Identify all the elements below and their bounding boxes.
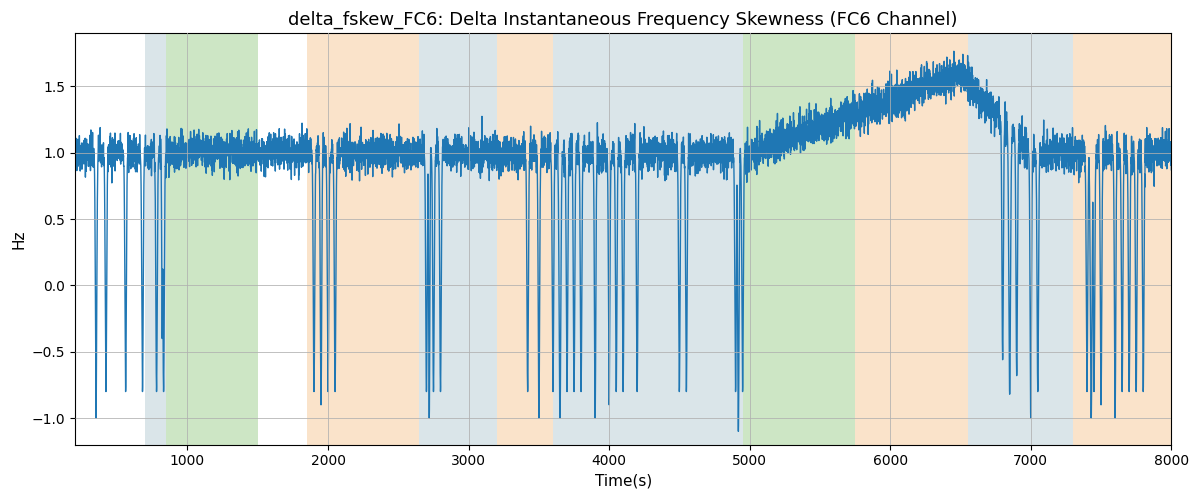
Bar (145, 34, 167, 445)
Y-axis label: Hz: Hz (11, 230, 26, 249)
X-axis label: Time(s): Time(s) (594, 474, 652, 489)
Bar (167, 34, 258, 445)
Bar (743, 34, 856, 445)
Bar (307, 34, 419, 445)
Bar (419, 34, 497, 445)
Title: delta_fskew_FC6: Delta Instantaneous Frequency Skewness (FC6 Channel): delta_fskew_FC6: Delta Instantaneous Fre… (288, 11, 958, 30)
Bar (967, 34, 1073, 445)
Bar (1073, 34, 1171, 445)
Bar (553, 34, 743, 445)
Bar (497, 34, 553, 445)
Bar (856, 34, 967, 445)
